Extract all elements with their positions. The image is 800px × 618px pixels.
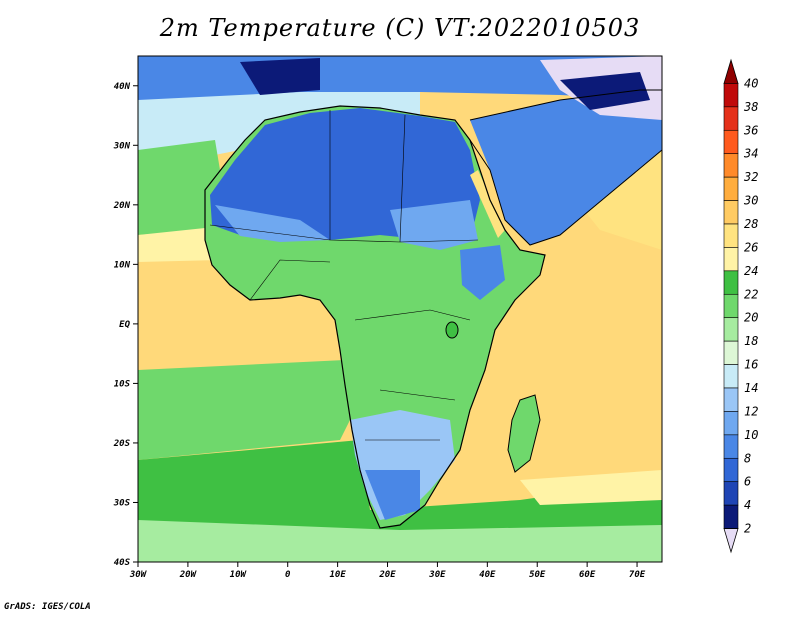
colorbar-swatch bbox=[723, 364, 739, 389]
arabia-coast bbox=[469, 89, 662, 246]
colorbar-swatch bbox=[723, 223, 739, 248]
lon-tick-label: 10W bbox=[230, 570, 248, 580]
lon-tick-label: 40E bbox=[479, 570, 496, 580]
colorbar-swatch bbox=[723, 270, 739, 295]
colorbar-label: 30 bbox=[743, 194, 758, 208]
colorbar-label: 34 bbox=[743, 147, 758, 161]
colorbar-swatch bbox=[723, 293, 739, 319]
colorbar-label: 8 bbox=[744, 451, 751, 465]
sahara-cool bbox=[210, 108, 480, 240]
colorbar-label: 14 bbox=[744, 381, 758, 395]
lat-tick-label: 10S bbox=[114, 379, 131, 389]
europe-cold bbox=[240, 58, 320, 95]
atlantic-pale bbox=[138, 228, 220, 262]
lat-tick-label: 30N bbox=[113, 141, 131, 151]
latitude-axis: 40N 30N 20N 10N EQ 10S 20S 30S 40S bbox=[113, 82, 138, 568]
colorbar-arrow-top bbox=[723, 58, 739, 84]
colorbar-swatch bbox=[723, 200, 739, 225]
madagascar-coast bbox=[507, 394, 541, 473]
zagros-cold bbox=[560, 72, 650, 110]
red-sea bbox=[470, 170, 505, 238]
lat-tick-label: 20S bbox=[113, 439, 131, 449]
plot-frame bbox=[137, 55, 663, 563]
colorbar-swatch bbox=[723, 129, 739, 155]
lat-tick-label: EQ bbox=[119, 320, 130, 330]
colorbar-swatch bbox=[723, 481, 739, 506]
map-title: 2m Temperature (C) VT:2022010503 bbox=[159, 14, 641, 42]
lat-tick-label: 40N bbox=[114, 82, 131, 92]
colorbar-label: 18 bbox=[744, 334, 758, 348]
colorbar-label: 12 bbox=[744, 404, 758, 418]
colorbar-swatch bbox=[723, 387, 739, 412]
lat-tick-label: 40S bbox=[114, 558, 131, 568]
colorbar-swatch bbox=[723, 106, 739, 131]
sudan-blue bbox=[390, 200, 478, 250]
south-atlantic-green bbox=[138, 360, 360, 460]
colorbar-swatch bbox=[723, 153, 739, 178]
colorbar-label: 2 bbox=[744, 522, 751, 536]
colorbar-label: 22 bbox=[744, 287, 758, 301]
colorbar-swatch bbox=[723, 317, 739, 342]
lon-tick-label: 0 bbox=[285, 570, 291, 580]
lat-tick-label: 10N bbox=[114, 260, 131, 270]
colorbar-swatch bbox=[723, 83, 739, 108]
atlantic-north-green bbox=[138, 140, 225, 235]
lon-tick-label: 10E bbox=[329, 570, 346, 580]
lat-tick-label: 20N bbox=[113, 201, 131, 211]
lon-tick-label: 50E bbox=[529, 570, 546, 580]
southern-ocean-light bbox=[138, 520, 662, 562]
country-borders bbox=[209, 110, 479, 441]
arabia-field bbox=[470, 90, 662, 245]
lon-tick-label: 70E bbox=[629, 570, 646, 580]
lon-tick-label: 60E bbox=[579, 570, 596, 580]
colorbar-label: 38 bbox=[743, 100, 758, 114]
colorbar: 40 38 36 34 32 30 28 26 24 22 20 18 16 14 12 10 8 6 4 2 bbox=[723, 58, 758, 554]
colorbar-label: 26 bbox=[744, 240, 758, 254]
ethiopia-cool bbox=[460, 245, 505, 300]
colorbar-label: 20 bbox=[744, 311, 758, 325]
colorbar-label: 4 bbox=[744, 498, 751, 512]
lon-tick-label: 20W bbox=[179, 570, 198, 580]
colorbar-swatch bbox=[723, 434, 739, 459]
colorbar-arrow-bottom bbox=[723, 528, 739, 554]
indian-pale bbox=[520, 470, 662, 505]
lake-victoria bbox=[445, 321, 459, 339]
colorbar-swatch bbox=[723, 457, 739, 483]
colorbar-label: 10 bbox=[744, 428, 758, 442]
grads-credit: GrADS: IGES/COLA bbox=[4, 602, 91, 612]
colorbar-swatch bbox=[723, 340, 739, 365]
colorbar-label: 32 bbox=[743, 170, 758, 184]
lon-tick-label: 30W bbox=[129, 570, 148, 580]
colorbar-label: 6 bbox=[744, 475, 751, 489]
colorbar-label: 16 bbox=[744, 358, 758, 372]
colorbar-swatch bbox=[723, 176, 739, 201]
colorbar-swatch bbox=[723, 504, 739, 529]
lon-tick-label: 20E bbox=[378, 570, 396, 580]
lon-tick-label: 30E bbox=[428, 570, 446, 580]
colorbar-label: 28 bbox=[744, 217, 758, 231]
colorbar-label: 36 bbox=[743, 123, 758, 137]
colorbar-swatch bbox=[723, 411, 739, 436]
madagascar bbox=[508, 395, 540, 472]
longitude-axis: 30W 20W 10W 0 10E 20E 30E 40E 50E 60E 70E bbox=[129, 562, 646, 580]
colorbar-label: 24 bbox=[744, 264, 758, 278]
sahel-blue bbox=[215, 205, 330, 242]
colorbar-label: 40 bbox=[744, 76, 758, 90]
lat-tick-label: 30S bbox=[113, 498, 131, 508]
colorbar-swatch bbox=[723, 247, 739, 272]
south-africa-blue bbox=[365, 470, 420, 520]
africa-coastline bbox=[204, 105, 546, 529]
